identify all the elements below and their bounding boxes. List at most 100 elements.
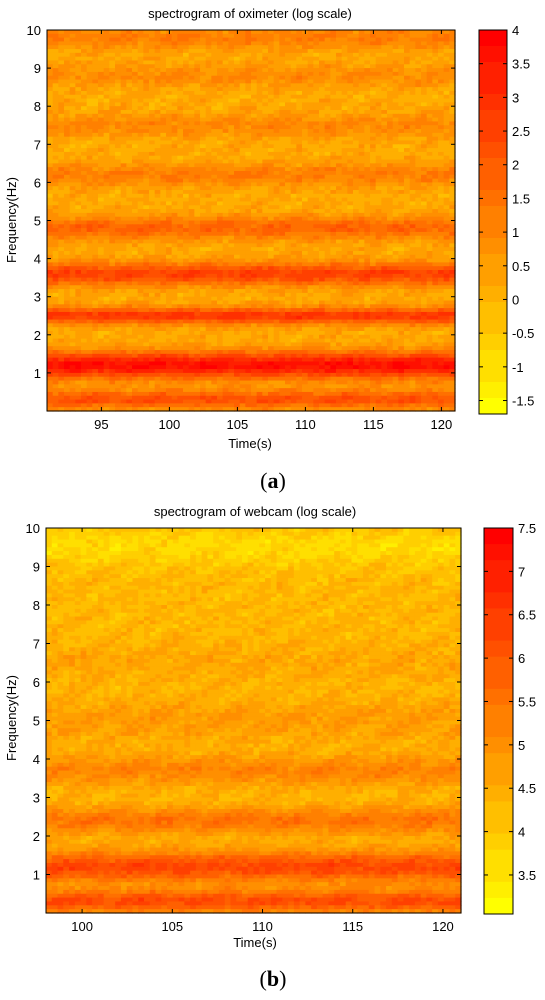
heatmap-cell (341, 201, 348, 206)
heatmap-cell (217, 231, 224, 237)
heatmap-cell (415, 182, 422, 187)
heatmap-cell (387, 87, 394, 92)
heatmap-cell (341, 167, 348, 172)
heatmap-cell (449, 56, 456, 62)
heatmap-cell (200, 235, 207, 241)
heatmap-cell (347, 193, 354, 199)
heatmap-cell (137, 110, 144, 115)
heatmap-cell (262, 45, 269, 50)
heatmap-cell (273, 75, 280, 81)
heatmap-cell (86, 163, 93, 168)
heatmap-cell (120, 41, 127, 46)
heatmap-cell (409, 216, 416, 222)
heatmap-cell (234, 159, 241, 164)
heatmap-cell (262, 201, 269, 206)
heatmap-cell (375, 224, 382, 229)
heatmap-cell (449, 174, 456, 180)
heatmap-cell (154, 243, 161, 248)
heatmap-cell (364, 33, 371, 39)
heatmap-cell (143, 201, 150, 206)
heatmap-cell (239, 90, 246, 96)
heatmap-cell (358, 247, 365, 252)
heatmap-cell (205, 197, 212, 203)
heatmap-cell (336, 110, 343, 115)
heatmap-cell (381, 247, 388, 252)
heatmap-cell (415, 212, 422, 218)
heatmap-cell (319, 144, 326, 149)
heatmap-cell (228, 87, 235, 92)
heatmap-cell (387, 220, 394, 225)
heatmap-cell (98, 94, 105, 100)
heatmap-cell (52, 33, 59, 39)
heatmap-cell (160, 125, 167, 130)
heatmap-cell (398, 60, 405, 65)
heatmap-cell (381, 285, 388, 290)
heatmap-cell (336, 270, 343, 275)
heatmap-cell (313, 228, 320, 233)
heatmap-cell (381, 159, 388, 164)
heatmap-cell (239, 262, 246, 267)
heatmap-cell (234, 117, 241, 123)
heatmap-cell (370, 178, 377, 183)
heatmap-cell (64, 60, 71, 65)
heatmap-cell (228, 205, 235, 210)
heatmap-cell (409, 193, 416, 199)
heatmap-cell (103, 266, 110, 271)
heatmap-cell (75, 250, 82, 256)
heatmap-cell (313, 262, 320, 267)
heatmap-cell (432, 83, 439, 88)
heatmap-cell (183, 106, 190, 111)
heatmap-cell (268, 68, 275, 73)
heatmap-cell (47, 110, 54, 115)
heatmap-cell (52, 98, 59, 103)
heatmap-cell (103, 75, 110, 81)
heatmap-cell (69, 167, 76, 172)
heatmap-cell (347, 273, 354, 279)
heatmap-cell (149, 87, 156, 92)
heatmap-cell (86, 258, 93, 264)
heatmap-cell (217, 212, 224, 218)
heatmap-cell (421, 201, 428, 206)
heatmap-cell (86, 83, 93, 88)
heatmap-cell (398, 235, 405, 241)
heatmap-cell (251, 37, 258, 43)
heatmap-cell (58, 250, 65, 256)
heatmap-cell (302, 163, 309, 168)
heatmap-cell (285, 190, 292, 195)
heatmap-cell (194, 243, 201, 248)
heatmap-cell (98, 167, 105, 172)
heatmap-cell (387, 167, 394, 172)
heatmap-cell (392, 30, 399, 35)
heatmap-cell (222, 258, 229, 264)
heatmap-cell (217, 121, 224, 126)
heatmap-cell (245, 266, 252, 271)
heatmap-cell (132, 56, 139, 62)
heatmap-cell (103, 247, 110, 252)
heatmap-cell (86, 37, 93, 43)
heatmap-cell (120, 56, 127, 62)
heatmap-cell (177, 243, 184, 248)
heatmap-cell (398, 254, 405, 260)
heatmap-cell (449, 182, 456, 187)
heatmap-cell (143, 220, 150, 225)
heatmap-cell (228, 129, 235, 134)
heatmap-cell (307, 163, 314, 168)
heatmap-cell (64, 224, 71, 229)
heatmap-cell (154, 41, 161, 46)
heatmap-cell (52, 270, 59, 275)
heatmap-cell (307, 56, 314, 62)
heatmap-cell (256, 56, 263, 62)
heatmap-cell (245, 79, 252, 84)
heatmap-cell (387, 224, 394, 229)
heatmap-cell (239, 125, 246, 130)
heatmap-cell (268, 216, 275, 222)
heatmap-cell (211, 136, 218, 142)
heatmap-cell (358, 212, 365, 218)
heatmap-cell (47, 87, 54, 92)
heatmap-cell (268, 235, 275, 241)
heatmap-cell (256, 132, 263, 138)
heatmap-cell (47, 231, 54, 237)
heatmap-cell (336, 254, 343, 260)
heatmap-cell (449, 235, 456, 241)
heatmap-cell (262, 178, 269, 183)
